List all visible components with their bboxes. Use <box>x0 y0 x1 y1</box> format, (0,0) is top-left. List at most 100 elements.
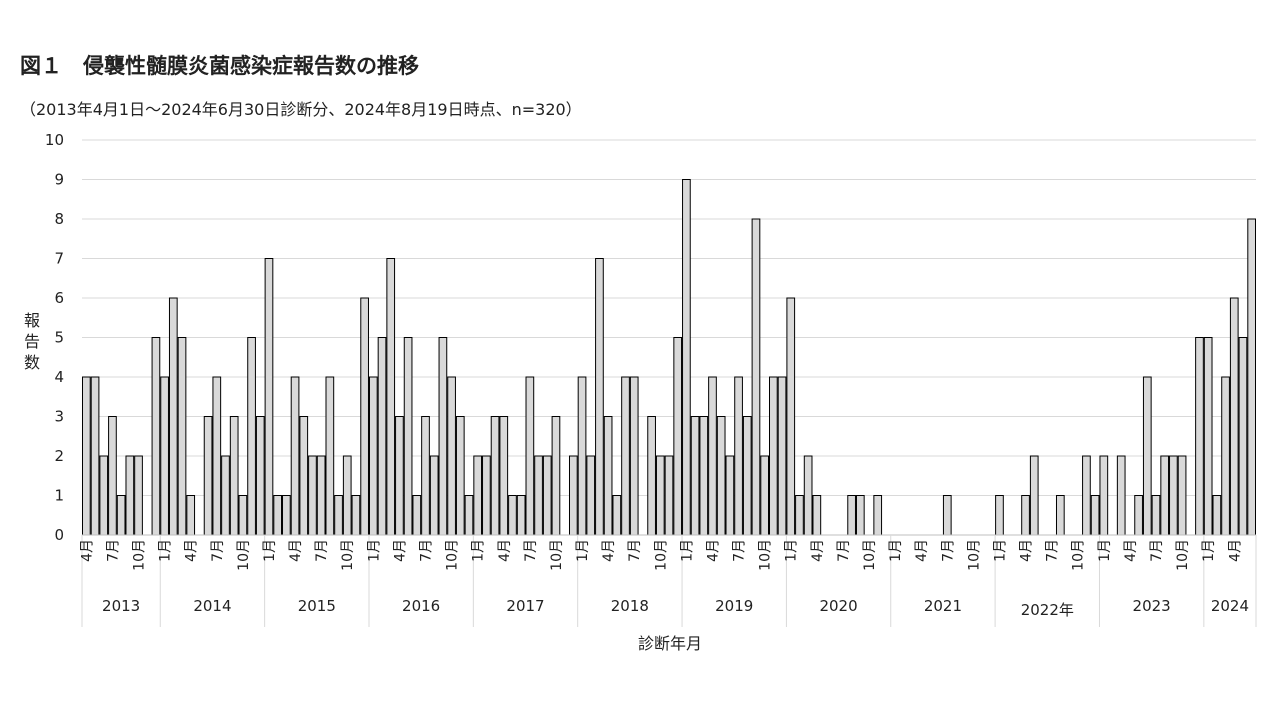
bar <box>368 376 378 536</box>
bar <box>1142 376 1152 536</box>
y-tick-label: 10 <box>45 131 64 149</box>
bar <box>1221 376 1230 536</box>
bar <box>1177 455 1187 536</box>
x-month-label: 7月 <box>419 539 435 562</box>
bar <box>1203 337 1213 536</box>
x-year-label: 2015 <box>298 597 336 615</box>
bar <box>151 337 161 536</box>
x-year-label: 2019 <box>715 597 753 615</box>
x-month-label: 4月 <box>601 539 617 562</box>
x-year-label: 2017 <box>506 597 544 615</box>
bar <box>603 416 613 536</box>
bar <box>447 376 456 536</box>
bar <box>455 416 465 536</box>
x-month-label: 10月 <box>132 539 148 571</box>
bar <box>177 337 187 536</box>
bar <box>464 495 474 536</box>
bar <box>229 416 239 536</box>
x-year-label: 2013 <box>102 597 140 615</box>
x-month-label: 4月 <box>497 539 513 562</box>
bar <box>412 495 422 536</box>
x-month-label: 10月 <box>653 539 669 571</box>
bar <box>655 455 665 536</box>
bar <box>499 416 509 536</box>
bar <box>482 455 491 536</box>
x-month-label: 1月 <box>992 539 1008 562</box>
x-month-label: 1月 <box>1201 539 1217 562</box>
bar <box>708 376 717 536</box>
bar <box>595 258 604 536</box>
bar <box>621 376 630 536</box>
bar <box>1021 495 1030 536</box>
bar <box>1160 455 1170 536</box>
bar <box>108 416 117 536</box>
bar <box>221 455 230 536</box>
x-month-label: 4月 <box>1019 539 1035 562</box>
bar <box>377 337 387 536</box>
y-tick-label: 1 <box>54 487 64 505</box>
bar <box>1212 495 1222 536</box>
bar <box>421 416 430 536</box>
bar <box>238 495 248 536</box>
chart-subtitle: （2013年4月1日～2024年6月30日診断分、2024年8月19日時点、n=… <box>20 100 582 119</box>
bar <box>290 376 300 536</box>
x-axis: 4月 7月 10月 2013 1月 4月 7月 10月 2014 1月 4月 7月 10月 2015 1月 4… <box>79 534 1257 627</box>
bar <box>1134 495 1143 536</box>
x-month-label: 1月 <box>575 539 591 562</box>
x-month-label: 4月 <box>705 539 721 562</box>
y-tick-labels: 0 1 2 3 4 5 6 7 8 9 10 <box>45 131 64 544</box>
x-month-label: 4月 <box>1227 539 1243 562</box>
x-month-label: 10月 <box>1175 539 1191 571</box>
bar <box>438 337 448 536</box>
x-year-label: 2016 <box>402 597 440 615</box>
bar <box>742 416 752 536</box>
bar <box>1090 495 1100 536</box>
bar <box>777 376 787 536</box>
bar <box>812 495 822 536</box>
y-tick-label: 3 <box>54 408 64 426</box>
bar <box>351 495 361 536</box>
x-month-label: 10月 <box>340 539 356 571</box>
y-tick-label: 9 <box>54 171 64 189</box>
bar <box>490 416 500 536</box>
bar <box>673 337 683 536</box>
x-month-label: 1月 <box>888 539 904 562</box>
bar <box>395 416 404 536</box>
bar <box>308 455 317 536</box>
x-year-label: 2018 <box>611 597 649 615</box>
y-tick-label: 5 <box>54 329 64 347</box>
bar <box>1195 337 1204 536</box>
bar <box>316 455 326 536</box>
x-month-label: 1月 <box>262 539 278 562</box>
bar <box>942 495 952 536</box>
bar <box>577 376 587 536</box>
bar <box>168 297 178 536</box>
bar <box>82 376 91 536</box>
x-month-label: 7月 <box>836 539 852 562</box>
x-month-label: 4月 <box>810 539 826 562</box>
bar <box>264 258 274 536</box>
x-month-label: 4月 <box>914 539 930 562</box>
bar <box>1151 495 1161 536</box>
x-month-label: 1月 <box>471 539 487 562</box>
x-year-label: 2024 <box>1211 597 1249 615</box>
bar <box>847 495 856 536</box>
y-tick-label: 2 <box>54 447 64 465</box>
bar <box>160 376 169 536</box>
bar <box>99 455 109 536</box>
bar <box>203 416 213 536</box>
bar <box>760 455 770 536</box>
bar <box>247 337 256 536</box>
bar <box>699 416 709 536</box>
bar <box>855 495 865 536</box>
bar <box>508 495 517 536</box>
bar <box>568 455 578 536</box>
bar <box>612 495 622 536</box>
x-month-label: 7月 <box>732 539 748 562</box>
bar <box>125 455 135 536</box>
grid-lines <box>82 139 1256 496</box>
x-month-label: 4月 <box>392 539 408 562</box>
bar <box>186 495 196 536</box>
x-year-label: 2020 <box>819 597 857 615</box>
x-month-label: 7月 <box>314 539 330 562</box>
